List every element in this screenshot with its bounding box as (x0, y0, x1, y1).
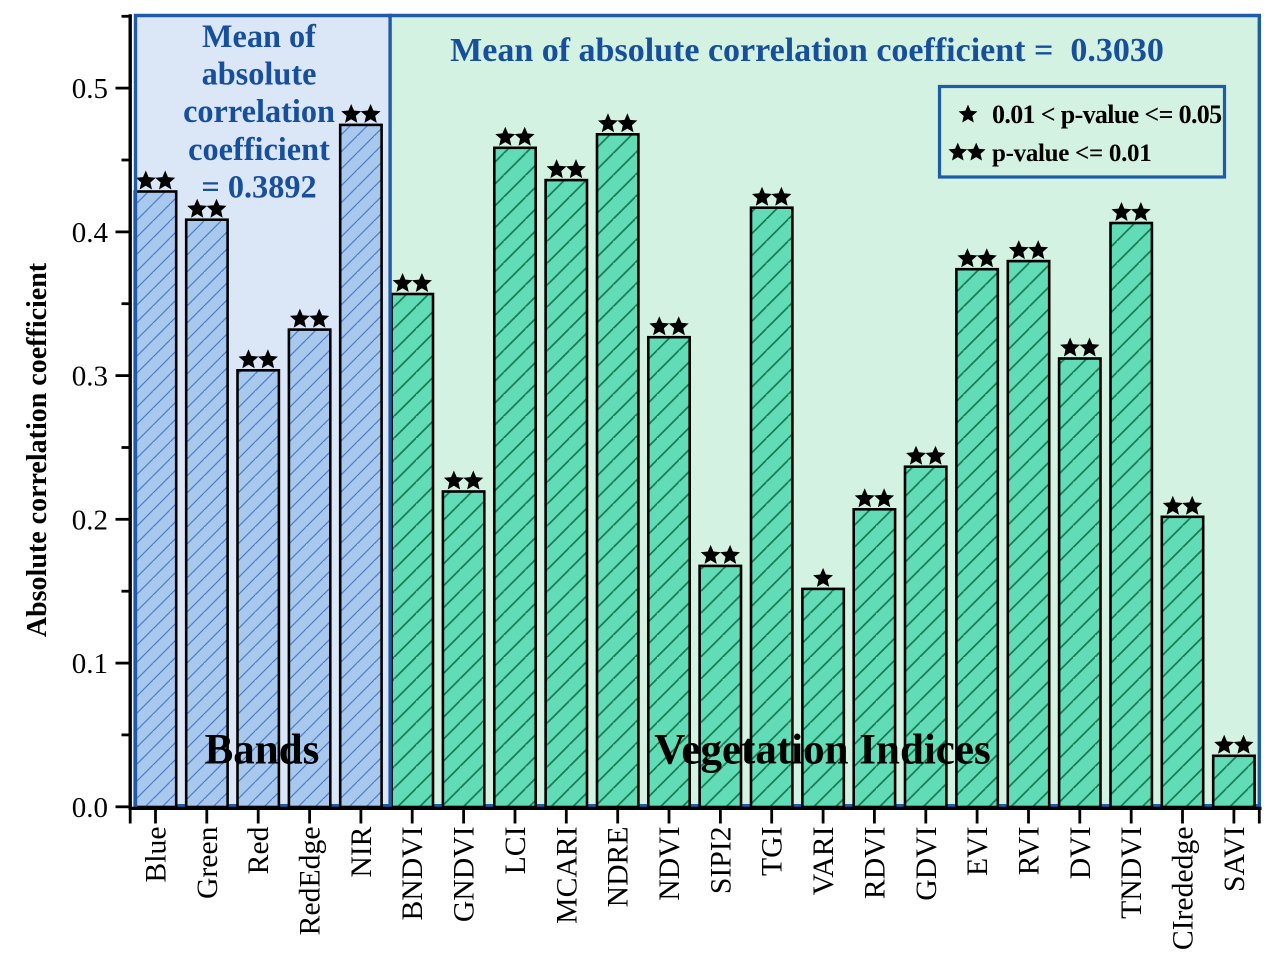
svg-text:Absolute correlation coefficie: Absolute correlation coefficient (22, 262, 53, 637)
svg-text:coefficient: coefficient (188, 131, 330, 167)
svg-text:SIPI2: SIPI2 (705, 827, 737, 895)
svg-text:RedEdge: RedEdge (295, 827, 327, 936)
svg-text:DVI: DVI (1065, 827, 1097, 880)
svg-text:MCARI: MCARI (551, 827, 583, 924)
svg-text:Red: Red (243, 826, 275, 874)
svg-text:Mean of: Mean of (202, 18, 317, 54)
svg-text:Blue: Blue (141, 827, 173, 883)
svg-text:TGI: TGI (757, 827, 789, 876)
svg-text:EVI: EVI (962, 827, 994, 876)
svg-text:p-value <= 0.01: p-value <= 0.01 (992, 140, 1151, 167)
svg-text:0.2: 0.2 (72, 504, 108, 536)
svg-text:absolute: absolute (202, 56, 317, 92)
svg-text:NDVI: NDVI (654, 827, 686, 901)
svg-text:RVI: RVI (1014, 827, 1046, 876)
svg-text:Vegetation Indices: Vegetation Indices (654, 727, 990, 774)
svg-text:GNDVI: GNDVI (449, 827, 481, 923)
svg-text:NIR: NIR (346, 826, 378, 877)
svg-text:0.01 < p-value <= 0.05: 0.01 < p-value <= 0.05 (992, 100, 1222, 129)
svg-text:0.0: 0.0 (72, 792, 108, 824)
svg-text:NDRE: NDRE (603, 827, 635, 908)
svg-text:BNDVI: BNDVI (397, 827, 429, 921)
svg-text:TNDVI: TNDVI (1116, 827, 1148, 919)
svg-text:CIrededge: CIrededge (1168, 827, 1200, 951)
svg-text:GDVI: GDVI (911, 827, 943, 901)
svg-text:Mean of absolute correlation c: Mean of absolute correlation coefficient… (450, 32, 1164, 69)
svg-text:correlation: correlation (183, 93, 335, 129)
svg-text:0.1: 0.1 (72, 648, 108, 680)
svg-text:VARI: VARI (808, 827, 840, 896)
svg-text:0.5: 0.5 (72, 73, 108, 105)
svg-text:0.3: 0.3 (72, 361, 108, 393)
svg-text:SAVI: SAVI (1219, 827, 1251, 892)
svg-text:RDVI: RDVI (859, 827, 891, 900)
svg-text:= 0.3892: = 0.3892 (201, 168, 316, 204)
svg-text:Green: Green (192, 826, 224, 899)
svg-text:LCI: LCI (500, 827, 532, 875)
svg-text:Bands: Bands (205, 727, 320, 774)
svg-text:0.4: 0.4 (72, 217, 109, 249)
